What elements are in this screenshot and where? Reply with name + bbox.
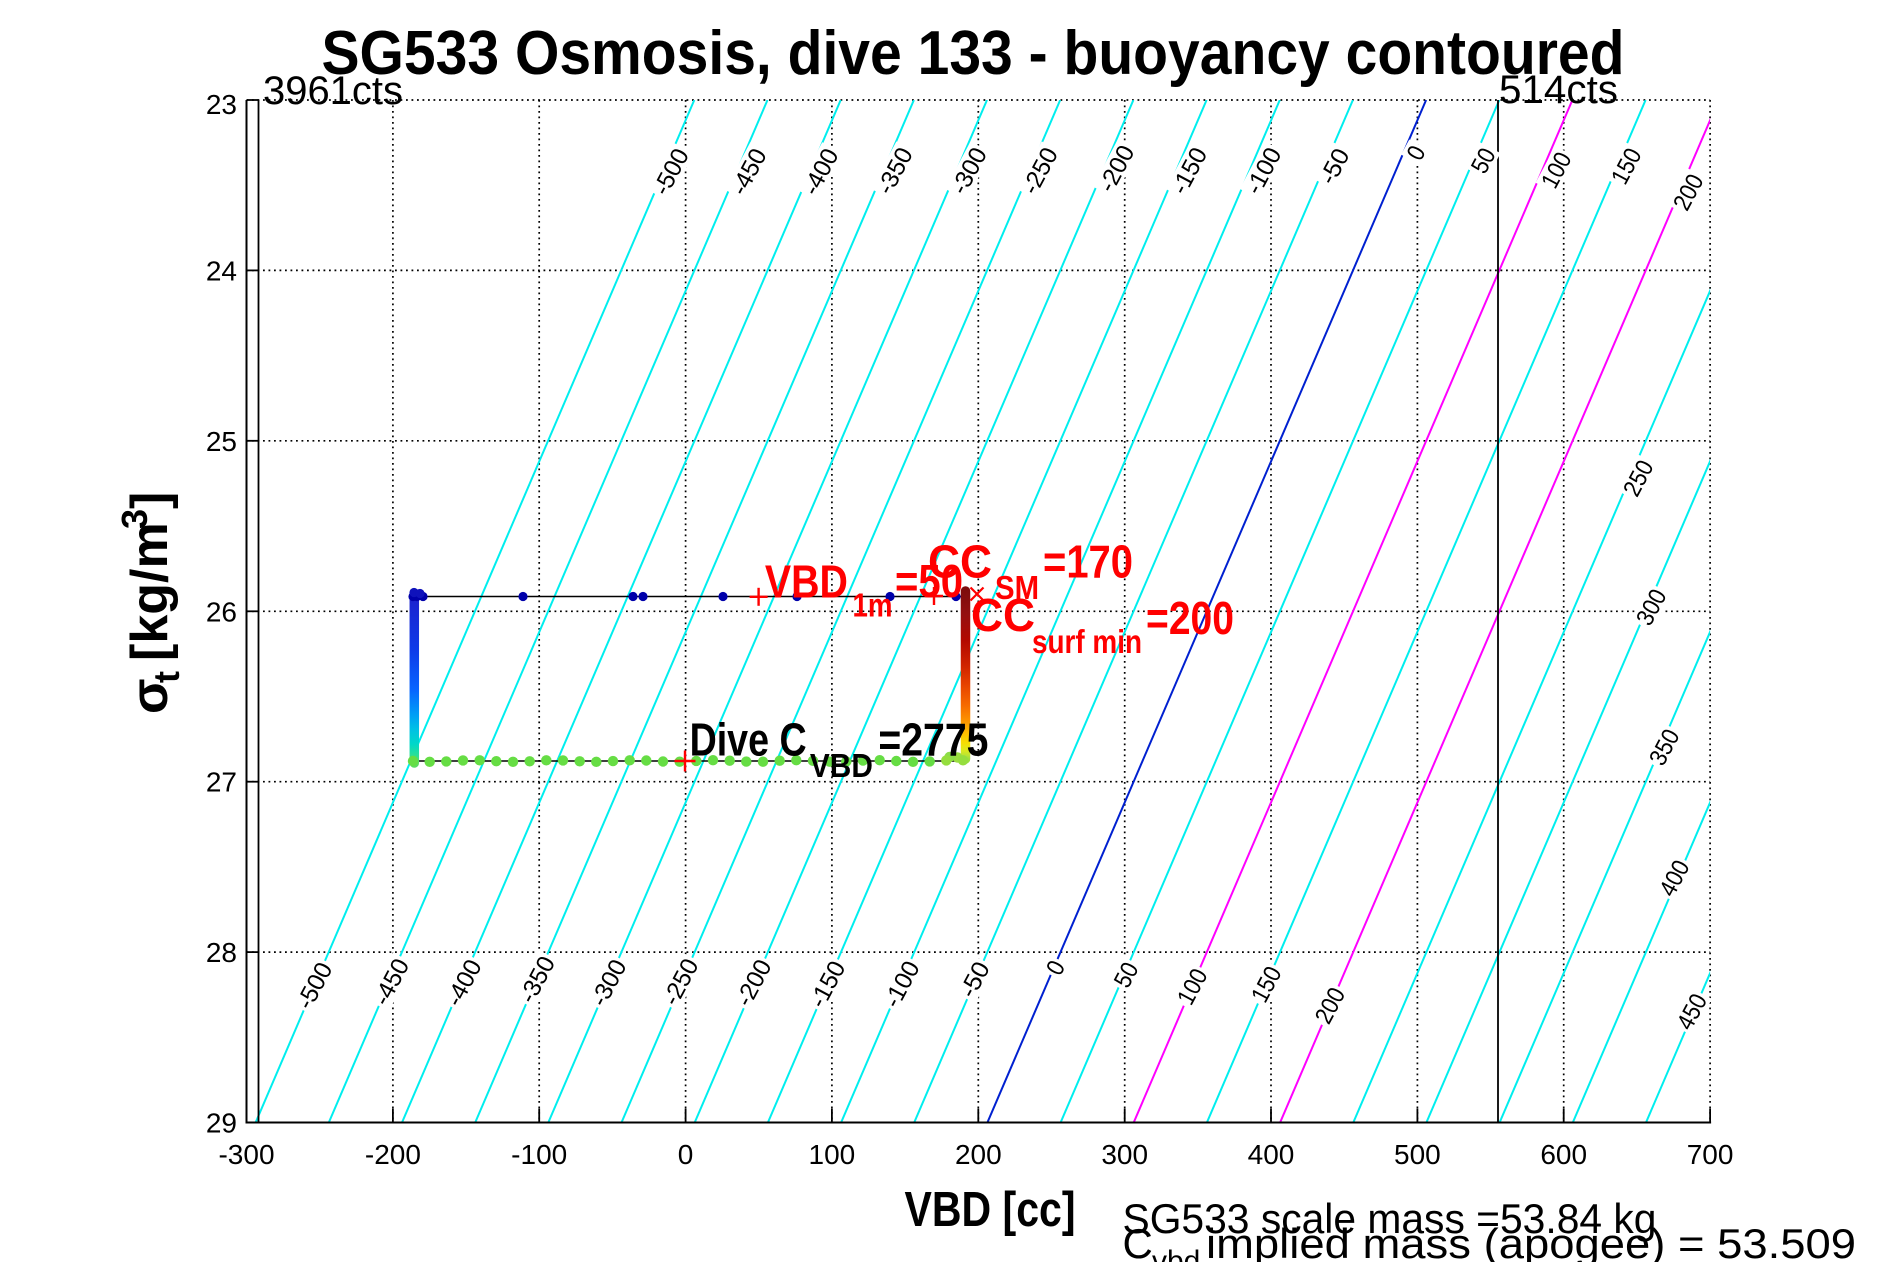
svg-text:-200: -200 xyxy=(365,1139,421,1170)
svg-text:implied mass (apogee) = 53.509: implied mass (apogee) = 53.509 xyxy=(1206,1220,1856,1262)
svg-text:1m: 1m xyxy=(853,587,893,624)
svg-text:SG533 scale mass =53.84 kg: SG533 scale mass =53.84 kg xyxy=(1123,1195,1657,1242)
svg-text:surf min: surf min xyxy=(1032,623,1142,660)
svg-text:SG533 Osmosis, dive 133 - buoy: SG533 Osmosis, dive 133 - buoyancy conto… xyxy=(322,19,1625,88)
svg-text:[kg/m: [kg/m xyxy=(121,522,179,661)
svg-text:514cts: 514cts xyxy=(1499,68,1618,112)
svg-text:VBD: VBD xyxy=(810,747,873,784)
svg-text:26: 26 xyxy=(206,596,237,627)
svg-text:25: 25 xyxy=(206,426,237,457)
svg-text:vbd: vbd xyxy=(1152,1245,1200,1262)
svg-text:-100: -100 xyxy=(511,1139,567,1170)
svg-text:=170: =170 xyxy=(1043,536,1133,588)
svg-text:23: 23 xyxy=(206,89,237,120)
svg-text:=200: =200 xyxy=(1146,592,1234,644)
svg-text:3: 3 xyxy=(114,509,155,529)
svg-text:=2775: =2775 xyxy=(878,714,988,766)
svg-text:27: 27 xyxy=(206,767,237,798)
svg-text:100: 100 xyxy=(809,1139,856,1170)
svg-text:700: 700 xyxy=(1687,1139,1734,1170)
svg-text:24: 24 xyxy=(206,255,237,286)
svg-text:t: t xyxy=(146,671,187,683)
svg-text:500: 500 xyxy=(1394,1139,1441,1170)
svg-text:σ: σ xyxy=(121,678,179,714)
svg-text:28: 28 xyxy=(206,937,237,968)
svg-text:29: 29 xyxy=(206,1108,237,1139)
svg-text:Dive C: Dive C xyxy=(690,714,807,766)
svg-text:CC: CC xyxy=(928,536,992,588)
svg-text:C: C xyxy=(1123,1220,1153,1262)
svg-text:300: 300 xyxy=(1101,1139,1148,1170)
svg-text:400: 400 xyxy=(1248,1139,1295,1170)
svg-text:VBD [cc]: VBD [cc] xyxy=(905,1183,1076,1237)
svg-text:3961cts: 3961cts xyxy=(263,69,403,113)
svg-text:0: 0 xyxy=(678,1139,694,1170)
svg-text:SM: SM xyxy=(995,569,1039,606)
svg-text:]: ] xyxy=(121,492,179,509)
svg-text:200: 200 xyxy=(955,1139,1002,1170)
svg-text:-300: -300 xyxy=(218,1139,274,1170)
svg-text:CC: CC xyxy=(971,589,1035,641)
svg-text:VBD: VBD xyxy=(765,556,848,608)
svg-text:=50: =50 xyxy=(895,555,963,607)
svg-text:600: 600 xyxy=(1540,1139,1587,1170)
